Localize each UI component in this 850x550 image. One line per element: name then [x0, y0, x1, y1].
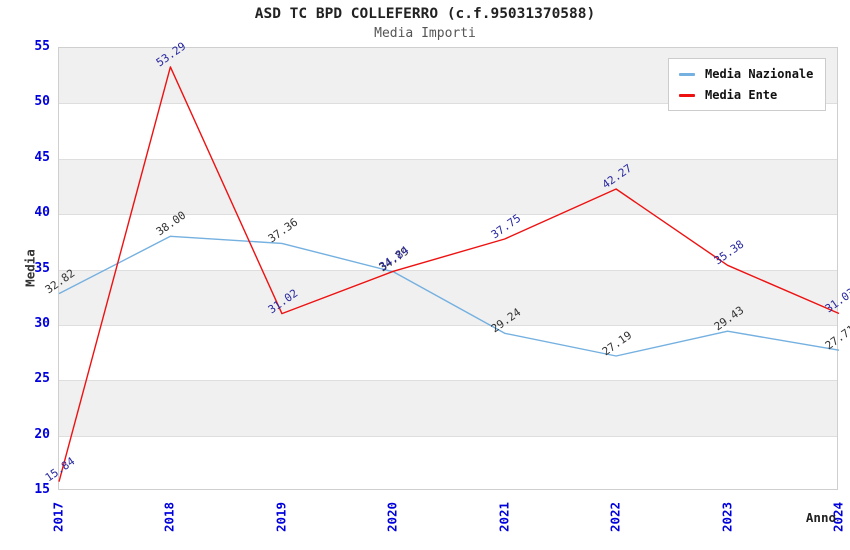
x-axis-title: Anno: [805, 510, 836, 525]
x-tick-label: 2023: [719, 501, 735, 533]
y-tick-label: 25: [34, 371, 50, 387]
legend-line-swatch-icon: [679, 93, 695, 97]
legend-line-swatch-icon: [679, 72, 695, 76]
legend: Media Nazionale Media Ente: [668, 58, 827, 111]
grid-band: [59, 269, 837, 325]
gridline: [59, 435, 837, 437]
y-axis-title: Media: [22, 249, 38, 287]
y-tick-label: 40: [34, 205, 50, 221]
x-tick-label: 2019: [273, 501, 289, 533]
legend-item-media-nazionale: Media Nazionale: [679, 67, 813, 81]
y-tick-label: 30: [34, 315, 50, 331]
x-tick-label: 2022: [607, 501, 623, 533]
x-tick-label: 2021: [496, 501, 512, 533]
gridline: [59, 269, 837, 271]
x-tick-label: 2018: [161, 501, 177, 533]
gridline: [59, 324, 837, 326]
legend-item-label: Media Nazionale: [705, 67, 814, 81]
chart-title: ASD TC BPD COLLEFERRO (c.f.95031370588): [254, 6, 596, 22]
x-tick-label: 2017: [50, 501, 66, 533]
gridline: [59, 103, 837, 105]
y-tick-label: 50: [34, 94, 50, 110]
gridline: [59, 158, 837, 160]
gridline: [59, 380, 837, 382]
series-lines: [58, 66, 840, 482]
series-line-media-ente: [58, 66, 840, 482]
y-tick-label: 55: [34, 39, 50, 54]
legend-item-label: Media Ente: [705, 88, 778, 102]
chart-subtitle: Media Importi: [374, 26, 476, 41]
grid-band: [59, 158, 837, 215]
y-tick-label: 45: [34, 149, 50, 165]
gridline: [59, 214, 837, 216]
legend-item-media-ente: Media Ente: [679, 88, 813, 102]
y-tick-label: 15: [34, 482, 50, 497]
grid-band: [59, 380, 837, 436]
series-line-media-nazionale: [58, 235, 840, 357]
plot-area: [58, 47, 840, 490]
y-tick-label: 20: [34, 426, 50, 442]
x-tick-label: 2020: [384, 501, 400, 533]
